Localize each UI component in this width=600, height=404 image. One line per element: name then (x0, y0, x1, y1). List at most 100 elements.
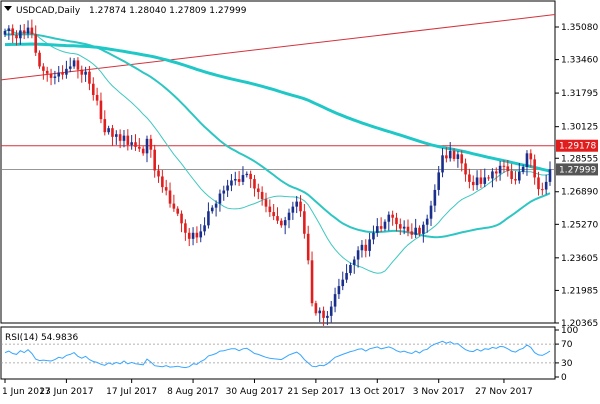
candle-body (387, 214, 391, 222)
x-tick-label: 17 Jul 2017 (106, 387, 157, 397)
candle-body (506, 166, 510, 172)
candle-body (372, 232, 375, 240)
bull-candle (7, 25, 11, 40)
bear-candle (514, 171, 517, 185)
dropdown-triangle-icon[interactable] (4, 6, 12, 11)
bull-candle (107, 125, 110, 135)
bull-candle (437, 165, 440, 196)
bull-candle (333, 287, 337, 313)
candle-body (541, 189, 544, 191)
bear-candle (161, 170, 164, 193)
candle-body (115, 134, 118, 137)
bull-candle (383, 219, 387, 232)
main-plot-frame (0, 0, 556, 324)
candle-body (491, 171, 494, 179)
candle-body (517, 171, 521, 181)
candle-body (402, 226, 406, 229)
bull-candle (337, 278, 341, 299)
bull-candle (291, 201, 295, 220)
bull-candle (329, 300, 333, 323)
candle-body (157, 170, 160, 177)
candle-body (329, 306, 333, 316)
bull-candle (368, 232, 371, 257)
bull-candle (517, 162, 521, 184)
bear-candle (176, 206, 180, 217)
bear-candle (510, 163, 513, 184)
candle-body (130, 142, 133, 145)
rsi-plot-frame (0, 326, 556, 380)
candle-body (494, 171, 498, 174)
candle-body (99, 100, 103, 120)
y-tick-label: 1.35080 (561, 23, 598, 33)
candle-body (164, 187, 168, 191)
bull-candle (130, 135, 133, 150)
bull-candle (387, 211, 391, 231)
bear-candle (134, 134, 137, 151)
candle-body (207, 211, 210, 226)
bull-candle (68, 57, 72, 73)
candle-body (437, 172, 440, 190)
chart-ohlc-label: 1.27874 1.28040 1.27809 1.27999 (89, 6, 247, 16)
bull-candle (326, 311, 329, 326)
bull-candle (345, 264, 348, 283)
bull-candle (245, 171, 249, 178)
candle-body (3, 31, 7, 35)
trendline (0, 14, 556, 81)
candle-body (30, 27, 34, 35)
candle-body (283, 220, 287, 226)
candle-body (368, 239, 371, 251)
candle-body (418, 227, 421, 234)
y-tick-label: 1.33460 (561, 56, 598, 66)
rsi-header-label: RSI(14) 54.9836 (5, 333, 78, 343)
candle-body (345, 273, 348, 280)
candle-body (448, 150, 452, 159)
bear-candle (164, 179, 168, 196)
candle-body (291, 206, 295, 213)
candle-body (111, 128, 114, 137)
candle-body (521, 167, 525, 172)
bull-candle (230, 174, 233, 192)
candle-body (395, 217, 398, 225)
bear-candle (126, 129, 130, 151)
candle-body (391, 214, 394, 218)
bull-candle (65, 60, 68, 79)
candle-body (222, 190, 226, 194)
candle-body (145, 138, 149, 154)
candle-body (318, 310, 322, 314)
candle-body (364, 244, 368, 251)
candle-body (45, 70, 49, 74)
candle-body (287, 212, 291, 221)
bear-candle (237, 171, 241, 186)
candle-body (483, 177, 487, 184)
y-tick-label: 1.28555 (561, 154, 598, 164)
candle-body (42, 66, 45, 71)
candle-body (295, 201, 298, 207)
candle-body (84, 71, 87, 75)
bear-candle (118, 129, 122, 149)
bear-candle (471, 175, 475, 191)
bear-candle (153, 144, 156, 178)
candle-body (406, 226, 410, 232)
bear-candle (80, 65, 84, 83)
candle-body (322, 310, 325, 318)
candle-body (176, 208, 180, 214)
bear-candle (303, 204, 306, 239)
candle-body (525, 153, 529, 168)
bull-candle (318, 307, 322, 323)
candle-body (195, 232, 199, 238)
bull-candle (525, 150, 529, 176)
bear-candle (11, 24, 14, 44)
bear-candle (280, 218, 283, 228)
bull-candle (287, 208, 291, 229)
bear-candle (452, 148, 456, 162)
candle-body (487, 177, 490, 179)
bear-candle (418, 225, 421, 237)
candle-body (264, 199, 268, 207)
price-label-box (556, 139, 598, 152)
candle-body (341, 279, 345, 287)
bear-candle (88, 66, 91, 91)
bear-candle (157, 164, 160, 183)
candle-body (184, 223, 187, 233)
bear-candle (533, 154, 536, 185)
